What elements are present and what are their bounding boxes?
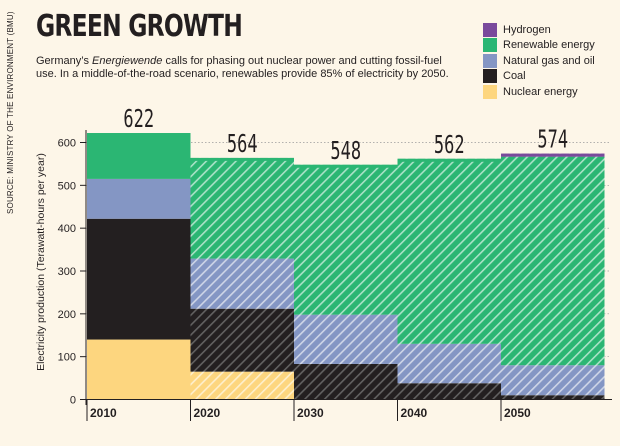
y-tick-label-100: 100 bbox=[58, 352, 76, 364]
chart-legend: Hydrogen Renewable energy Natural gas and … bbox=[483, 22, 595, 100]
legend-label-natural-gas-and-oil: Natural gas and oil bbox=[503, 54, 595, 67]
bar-top-edge-2030 bbox=[294, 164, 398, 168]
bar-2020-natural-gas-and-oil bbox=[190, 258, 294, 309]
y-tick-label-400: 400 bbox=[58, 223, 76, 235]
y-axis-label: Electricity production (Terawatt-hours p… bbox=[35, 153, 47, 371]
legend-label-hydrogen: Hydrogen bbox=[503, 23, 551, 36]
bar-2020-coal bbox=[190, 308, 294, 372]
bar-2050-renewable-energy bbox=[501, 156, 605, 366]
bar-2040-natural-gas-and-oil bbox=[397, 343, 501, 384]
x-tick-label-2030: 2030 bbox=[297, 406, 324, 420]
subtitle-emphasis: Energiewende bbox=[92, 55, 163, 67]
legend-swatch-nuclear-energy bbox=[483, 84, 497, 99]
y-tick-label-500: 500 bbox=[58, 180, 76, 192]
legend-swatch-hydrogen bbox=[483, 22, 497, 37]
bar-2010-nuclear-energy bbox=[87, 339, 191, 400]
x-tick-label-2050: 2050 bbox=[504, 406, 531, 420]
bar-2030-coal bbox=[294, 363, 398, 400]
x-tick-label-2020: 2020 bbox=[194, 406, 221, 420]
total-label-2020: 564 bbox=[227, 130, 258, 159]
y-tick-label-200: 200 bbox=[58, 309, 76, 321]
legend-item-coal: Coal bbox=[483, 69, 595, 85]
total-label-2010: 622 bbox=[123, 105, 154, 134]
total-label-2040: 562 bbox=[434, 131, 465, 160]
y-tick-label-300: 300 bbox=[58, 266, 76, 278]
chart-title: GREEN GROWTH bbox=[36, 9, 243, 44]
bar-top-edge-2050 bbox=[501, 153, 605, 157]
y-tick-label-0: 0 bbox=[70, 395, 76, 407]
legend-item-nuclear-energy: Nuclear energy bbox=[483, 84, 595, 100]
legend-swatch-renewable-energy bbox=[483, 38, 497, 53]
chart-subtitle: Germany’s Energiewende calls for phasing… bbox=[36, 55, 456, 81]
subtitle-text-start: Germany’s bbox=[36, 55, 93, 67]
bar-2010-natural-gas-and-oil bbox=[87, 178, 191, 219]
x-tick-label-2040: 2040 bbox=[401, 406, 428, 420]
legend-item-hydrogen: Hydrogen bbox=[483, 22, 595, 38]
y-tick-label-600: 600 bbox=[58, 138, 76, 150]
bar-2050-natural-gas-and-oil bbox=[501, 365, 605, 396]
legend-item-natural-gas-and-oil: Natural gas and oil bbox=[483, 53, 595, 69]
bar-2040-renewable-energy bbox=[397, 158, 501, 344]
legend-swatch-natural-gas-and-oil bbox=[483, 53, 497, 68]
bar-2030-renewable-energy bbox=[294, 164, 398, 315]
bar-2040-coal bbox=[397, 383, 501, 400]
bar-top-edge-2010 bbox=[87, 133, 191, 137]
bar-top-edge-2020 bbox=[190, 157, 294, 161]
legend-swatch-coal bbox=[483, 69, 497, 84]
bar-2030-natural-gas-and-oil bbox=[294, 314, 398, 364]
bar-2010-renewable-energy bbox=[87, 133, 191, 179]
bar-2010-coal bbox=[87, 218, 191, 340]
bar-2050-coal bbox=[501, 395, 605, 400]
bar-top-edge-2040 bbox=[397, 158, 501, 162]
bar-2020-nuclear-energy bbox=[190, 371, 294, 400]
legend-label-coal: Coal bbox=[503, 70, 526, 83]
legend-item-renewable-energy: Renewable energy bbox=[483, 38, 595, 54]
legend-label-nuclear-energy: Nuclear energy bbox=[503, 85, 578, 98]
legend-label-renewable-energy: Renewable energy bbox=[503, 39, 595, 52]
subtitle-text-end: calls for phasing out nuclear power and … bbox=[36, 55, 449, 80]
x-tick-label-2010: 2010 bbox=[90, 406, 117, 420]
total-label-2030: 548 bbox=[330, 137, 361, 166]
total-label-2050: 574 bbox=[537, 125, 568, 154]
bar-2020-renewable-energy bbox=[190, 157, 294, 259]
